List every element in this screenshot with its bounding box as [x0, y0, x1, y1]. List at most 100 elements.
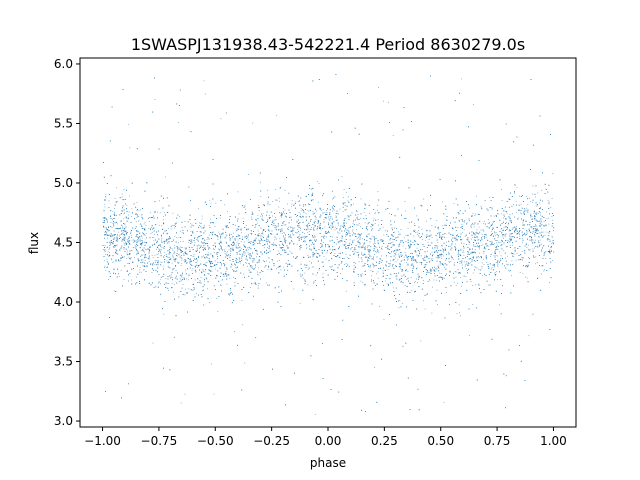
scatter-point: [472, 304, 474, 305]
scatter-point: [105, 231, 107, 233]
scatter-point: [369, 254, 371, 256]
scatter-point: [416, 247, 418, 249]
scatter-point: [224, 204, 226, 206]
scatter-point: [516, 187, 518, 188]
scatter-point: [299, 235, 300, 237]
scatter-point: [365, 215, 367, 217]
scatter-point: [326, 210, 327, 211]
scatter-point: [258, 205, 259, 206]
scatter-point: [535, 225, 536, 227]
scatter-point: [363, 212, 365, 213]
scatter-point: [478, 238, 480, 240]
scatter-point: [401, 280, 402, 282]
scatter-point: [139, 271, 140, 273]
scatter-point: [476, 257, 477, 259]
scatter-point: [547, 235, 549, 236]
scatter-point: [539, 225, 541, 227]
scatter-point: [166, 260, 168, 262]
scatter-point: [534, 217, 536, 219]
scatter-point: [104, 234, 106, 236]
scatter-point: [252, 122, 254, 124]
scatter-point: [383, 100, 384, 102]
scatter-point: [470, 281, 472, 282]
scatter-point: [302, 236, 304, 238]
scatter-point: [361, 238, 363, 240]
scatter-point: [417, 218, 419, 220]
scatter-point: [474, 251, 476, 253]
scatter-point: [278, 206, 280, 208]
scatter-point: [462, 231, 463, 233]
scatter-point: [329, 266, 331, 268]
scatter-point: [475, 232, 477, 234]
scatter-point: [378, 243, 379, 245]
scatter-point: [122, 238, 124, 239]
scatter-point: [109, 245, 110, 246]
scatter-point: [355, 214, 356, 216]
scatter-point: [333, 209, 335, 211]
scatter-point: [337, 231, 339, 233]
scatter-point: [265, 282, 267, 284]
scatter-point: [212, 256, 214, 258]
scatter-point: [175, 259, 177, 261]
scatter-point: [367, 260, 368, 262]
scatter-point: [374, 367, 375, 368]
scatter-point: [243, 254, 245, 256]
scatter-point: [405, 241, 407, 242]
scatter-point: [486, 258, 487, 260]
scatter-point: [543, 220, 545, 222]
scatter-point: [140, 209, 142, 211]
scatter-point: [203, 280, 205, 282]
scatter-point: [283, 232, 285, 233]
scatter-point: [541, 221, 543, 223]
scatter-point: [158, 248, 160, 250]
scatter-point: [464, 263, 466, 265]
scatter-point: [335, 215, 337, 217]
scatter-point: [229, 237, 231, 238]
scatter-point: [486, 262, 488, 263]
scatter-point: [420, 340, 422, 342]
scatter-point: [121, 196, 123, 198]
scatter-point: [355, 262, 356, 264]
scatter-point: [107, 230, 109, 232]
scatter-point: [235, 224, 236, 226]
scatter-point: [242, 236, 243, 238]
scatter-point: [316, 228, 318, 229]
scatter-point: [429, 279, 431, 281]
scatter-point: [393, 287, 395, 289]
scatter-point: [549, 248, 551, 250]
scatter-point: [534, 247, 535, 249]
scatter-point: [551, 243, 553, 245]
scatter-point: [225, 235, 227, 237]
scatter-point: [253, 282, 255, 284]
scatter-point: [458, 219, 460, 221]
scatter-point: [299, 273, 301, 275]
scatter-point: [441, 258, 443, 259]
scatter-point: [374, 254, 375, 255]
scatter-point: [325, 258, 327, 260]
scatter-point: [340, 227, 341, 229]
scatter-point: [188, 242, 190, 243]
scatter-point: [499, 304, 500, 306]
scatter-point: [281, 233, 283, 234]
scatter-point: [321, 252, 323, 253]
scatter-point: [528, 248, 530, 250]
scatter-point: [255, 266, 256, 268]
scatter-point: [509, 214, 511, 215]
scatter-point: [373, 243, 374, 245]
scatter-point: [322, 273, 324, 275]
scatter-point: [542, 235, 544, 237]
scatter-point: [503, 217, 504, 219]
scatter-point: [395, 257, 396, 259]
scatter-point: [551, 198, 553, 199]
scatter-point: [242, 324, 244, 326]
scatter-point: [345, 246, 347, 247]
scatter-point: [524, 209, 526, 211]
scatter-point: [421, 228, 423, 230]
scatter-point: [136, 210, 138, 211]
scatter-point: [172, 254, 173, 256]
scatter-point: [320, 210, 322, 211]
scatter-point: [359, 242, 361, 244]
scatter-point: [332, 198, 333, 200]
scatter-point: [219, 217, 221, 219]
scatter-point: [472, 256, 474, 258]
